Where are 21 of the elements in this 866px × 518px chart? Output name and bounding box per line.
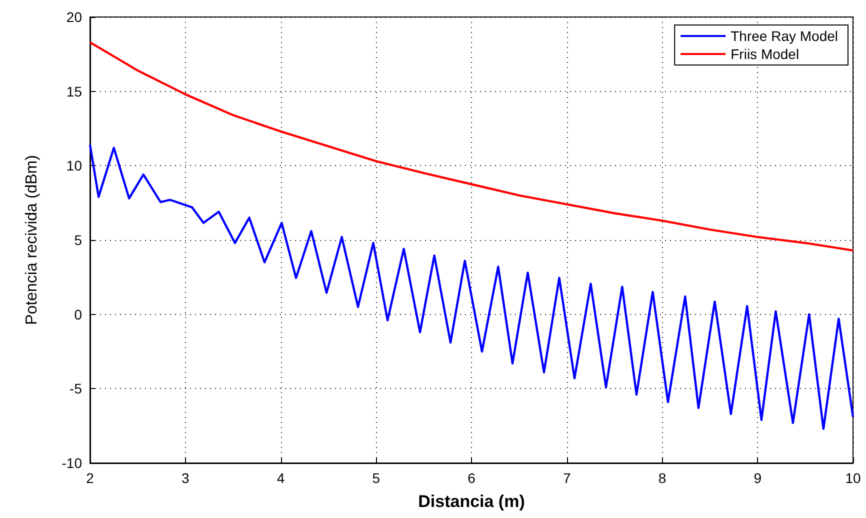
- x-tick-label: 6: [468, 470, 476, 486]
- y-tick-label: -5: [70, 380, 82, 397]
- x-tick-label: 3: [181, 470, 190, 486]
- legend-label: Three Ray Model: [730, 28, 838, 44]
- legend-label: Friis Model: [730, 46, 800, 62]
- y-tick-label: 0: [74, 306, 82, 322]
- x-tick-label: 7: [562, 470, 571, 486]
- y-axis-title: Potencia recivida (dBm): [24, 155, 40, 325]
- y-tick-label: 15: [66, 83, 82, 100]
- y-tick-label: 5: [74, 232, 82, 248]
- x-tick-label: 4: [276, 470, 285, 486]
- x-tick-label: 10: [845, 470, 861, 486]
- y-tick-label: -10: [62, 455, 82, 471]
- line-series: [88, 144, 854, 430]
- y-tick-label: 10: [66, 158, 82, 174]
- x-tick-label: 5: [372, 470, 380, 486]
- x-tick-label: 9: [754, 470, 762, 486]
- y-tick-label: 20: [66, 9, 82, 25]
- x-tick-label: 8: [658, 470, 666, 486]
- x-tick-label: 2: [86, 470, 94, 486]
- x-axis-title: Distancia (m): [418, 492, 525, 511]
